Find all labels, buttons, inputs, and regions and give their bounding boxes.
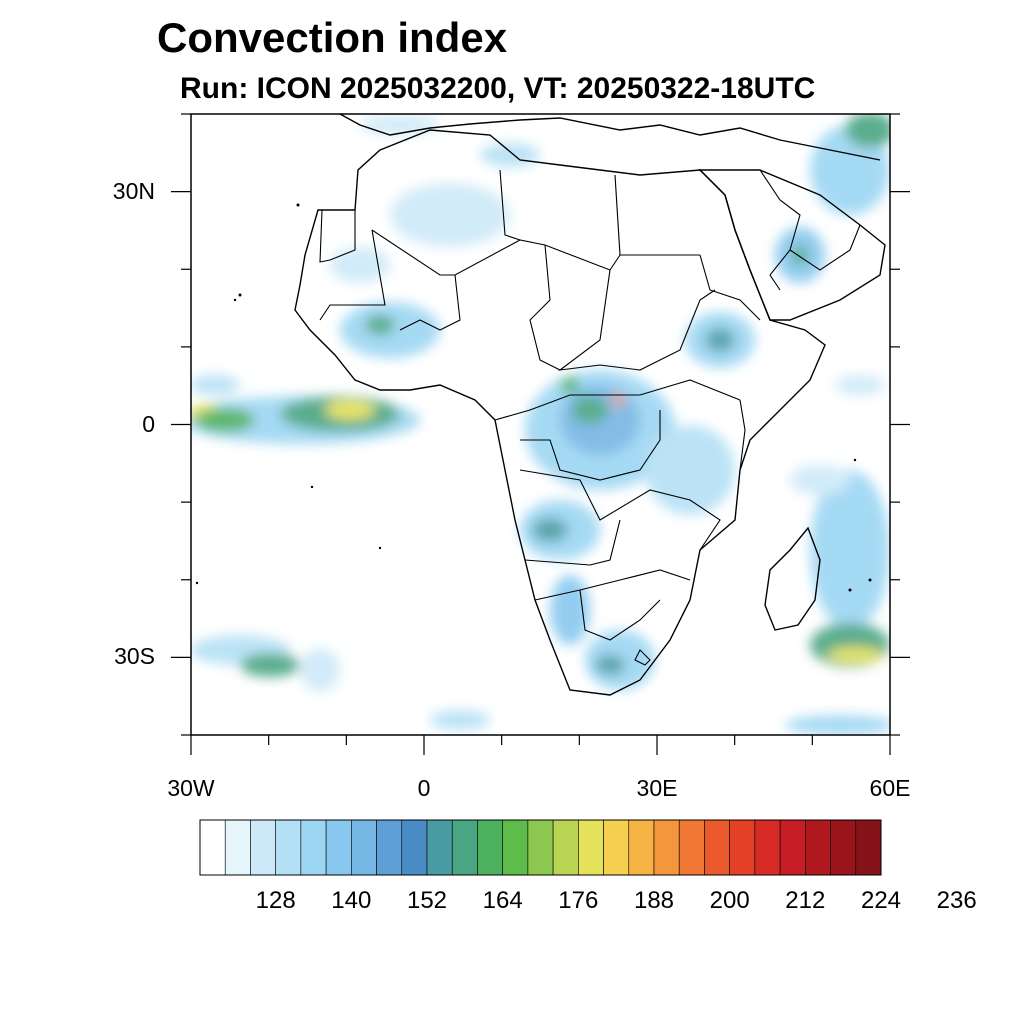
colorbar-label: 128 — [255, 887, 296, 914]
colorbar-swatch — [754, 819, 781, 876]
colorbar-label: 212 — [785, 887, 826, 914]
colorbar-swatch — [729, 819, 756, 876]
lon-tick-label: 60E — [869, 775, 911, 801]
border — [319, 209, 356, 263]
colorbar-label: 140 — [331, 887, 372, 914]
colorbar-swatch — [502, 819, 529, 876]
border — [520, 410, 661, 481]
colorbar-swatch — [527, 819, 554, 876]
colorbar-swatch — [401, 819, 428, 876]
lat-tick-label: 0 — [142, 410, 155, 437]
border — [699, 254, 761, 321]
border — [579, 589, 661, 641]
lat-tick-label: 30N — [112, 177, 155, 204]
lesotho-border — [634, 649, 651, 666]
country-borders — [319, 169, 861, 666]
border — [524, 519, 621, 566]
colorbar-swatch — [628, 819, 655, 876]
colorbar-swatch — [578, 819, 604, 876]
border — [399, 274, 461, 331]
convection-field — [191, 114, 890, 735]
colorbar-label: 176 — [558, 887, 599, 914]
border — [614, 174, 621, 256]
colorbar-swatch — [250, 819, 276, 876]
border — [534, 569, 691, 601]
lon-tick-label: 0 — [417, 775, 431, 801]
colorbar-swatch — [477, 819, 503, 876]
colorbar-swatch — [376, 819, 403, 876]
colorbar-swatch — [300, 819, 327, 876]
colorbar-swatch — [779, 819, 806, 876]
colorbar-swatch — [552, 819, 579, 876]
colorbar-swatch — [224, 819, 251, 876]
colorbar-swatch — [704, 819, 730, 876]
border — [759, 169, 801, 291]
chart-subtitle: Run: ICON 2025032200, VT: 20250322-18UTC — [180, 72, 816, 105]
colorbar-frame — [199, 819, 882, 876]
lon-tick-label: 30W — [167, 775, 215, 801]
border — [319, 229, 386, 321]
islands — [195, 203, 872, 592]
colorbar-swatch — [805, 819, 831, 876]
colorbar-swatch — [426, 819, 453, 876]
lon-tick-label: 30E — [636, 775, 678, 801]
colorbar-swatch — [678, 819, 705, 876]
border — [739, 399, 746, 471]
colorbar-swatch — [275, 819, 302, 876]
border — [789, 224, 861, 271]
colorbar-label: 224 — [860, 887, 902, 914]
chart-title: Convection index — [157, 14, 508, 61]
colorbar-swatch — [199, 819, 226, 876]
lat-tick-label: 30S — [114, 643, 155, 670]
arabia-coastline — [698, 169, 886, 321]
border — [494, 379, 741, 421]
colorbar-swatch — [451, 819, 478, 876]
colorbar-swatch — [653, 819, 680, 876]
border — [558, 269, 716, 371]
colorbar-label: 188 — [633, 887, 675, 914]
border — [371, 229, 700, 276]
colorbar-swatch — [830, 819, 857, 876]
europe-coastline — [339, 114, 881, 161]
madagascar-coastline — [764, 526, 821, 631]
border — [529, 244, 561, 371]
colorbar-label: 200 — [709, 887, 750, 914]
colorbar — [199, 819, 882, 876]
border — [519, 469, 721, 551]
colorbar-swatch — [603, 819, 630, 876]
colorbar-label: 152 — [406, 887, 448, 914]
colorbar-swatch — [351, 819, 377, 876]
colorbar-swatch — [855, 819, 882, 876]
map-area — [191, 114, 890, 735]
border — [499, 169, 521, 241]
axis-ticks — [171, 113, 910, 755]
colorbar-swatch — [325, 819, 352, 876]
colorbar-label: 236 — [936, 887, 977, 914]
colorbar-label: 164 — [482, 887, 523, 914]
